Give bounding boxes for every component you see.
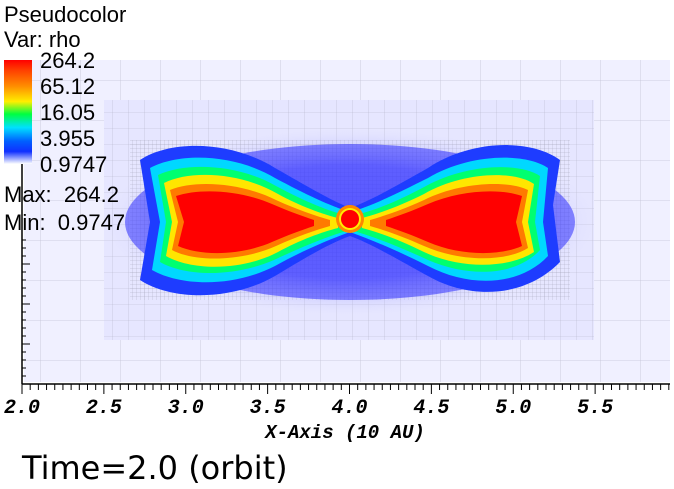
colorbar	[4, 60, 32, 164]
x-tick-label: 4.5	[413, 397, 450, 420]
colorbar-label-3: 16.05	[40, 100, 96, 125]
x-axis-ticks	[21, 384, 670, 394]
x-tick-label: 2.5	[85, 397, 122, 420]
legend: Pseudocolor Var: rho	[4, 2, 126, 52]
left-lobe	[176, 191, 314, 254]
colorbar-label-max: 264.2	[40, 48, 96, 73]
max-value: Max: 264.2	[4, 182, 119, 207]
colorbar-label-min: 0.9747	[40, 152, 108, 177]
plot-type-label: Pseudocolor	[4, 2, 127, 27]
x-axis-title: X-Axis (10 AU)	[265, 422, 425, 444]
min-value: Min: 0.9747	[4, 210, 126, 235]
y-axis-ticks	[22, 239, 30, 385]
x-tick-label: 5.5	[577, 397, 614, 420]
time-label: Time=2.0 (orbit)	[22, 449, 288, 487]
x-tick-label: 3.5	[249, 397, 286, 420]
x-tick-label: 2.0	[3, 397, 41, 420]
colorbar-label-4: 3.955	[40, 126, 96, 151]
x-tick-label: 4.0	[331, 397, 368, 420]
variable-label: Var: rho	[4, 27, 81, 52]
right-lobe	[386, 191, 522, 254]
central-core	[341, 210, 359, 228]
x-tick-label: 5.0	[495, 397, 532, 420]
x-tick-label: 3.0	[167, 397, 204, 420]
colorbar-label-2: 65.12	[40, 74, 96, 99]
